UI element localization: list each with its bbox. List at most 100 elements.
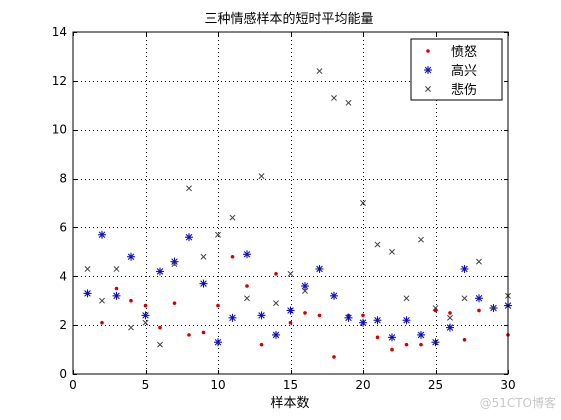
point-anger-shape [448,311,452,315]
point-anger [332,355,336,359]
point-sad [389,248,395,255]
point-anger-shape [129,298,133,303]
point-sad [302,287,308,294]
point-anger [303,311,307,315]
point-happy [301,282,309,291]
axes-frame [72,31,509,375]
point-sad [360,200,366,206]
point-anger [129,298,133,303]
point-anger [477,308,481,313]
point-happy [272,330,280,339]
point-happy [141,311,150,320]
point-happy [98,230,106,239]
point-happy-stroke [403,316,410,324]
point-anger-shape [317,313,322,318]
point-anger-shape [462,338,467,342]
point-anger-shape [288,320,293,325]
point-sad-stroke [84,266,91,272]
point-anger-shape [274,272,278,276]
point-sad-stroke [186,185,192,192]
point-anger [462,338,467,342]
chart-title: 三种情感样本的短时平均能量 [204,11,373,27]
point-sad [273,300,279,307]
point-anger-shape [404,342,409,347]
point-sad [374,241,381,248]
legend-label-happy: 高兴 [451,63,477,79]
point-sad-stroke [287,270,294,277]
point-sad [128,324,134,331]
point-happy [417,330,425,339]
point-happy-stroke [200,280,207,287]
x-tick-label: 5 [142,378,150,392]
point-sad-stroke [113,266,120,272]
point-happy [344,313,353,322]
point-sad [99,297,105,304]
point-happy-stroke [374,316,381,324]
point-anger-shape [172,301,177,305]
point-sad-stroke [360,200,366,206]
point-happy-stroke [417,331,425,339]
x-tick-label: 20 [355,378,370,392]
point-anger [114,286,119,291]
point-happy-stroke [127,253,135,261]
point-happy-stroke [446,324,454,331]
legend-marker-happy-stroke [424,66,432,74]
y-tick-label: 4 [59,269,67,283]
point-anger-shape [158,325,162,330]
point-happy [402,316,411,325]
x-tick-label: 15 [283,378,298,392]
legend-marker-sad-stroke [425,86,431,92]
x-tick-label: 30 [500,378,515,392]
point-happy-stroke [258,312,265,319]
point-happy-stroke [345,314,352,322]
legend-label-anger: 愤怒 [451,45,477,60]
y-tick-label: 0 [59,367,67,381]
point-anger [230,254,235,259]
point-sad-stroke [461,295,468,302]
point-anger-shape [114,286,119,291]
point-happy [243,250,251,259]
point-anger [404,342,409,347]
point-anger [274,272,278,276]
point-happy [83,289,92,298]
point-sad-stroke [128,324,134,331]
y-tick-label: 6 [59,220,67,234]
point-anger [317,313,322,318]
point-anger [100,320,104,325]
point-happy-stroke [287,307,294,314]
point-anger-shape [100,320,104,325]
point-sad [476,258,482,265]
series-sad [84,68,511,348]
point-happy [330,291,338,300]
point-sad-stroke [215,231,221,238]
point-sad [157,341,163,348]
point-sad-stroke [302,287,308,294]
point-sad [244,295,250,302]
point-sad [331,95,337,101]
point-happy-stroke [461,265,468,273]
point-anger [361,313,365,318]
point-sad [447,314,453,321]
point-anger-shape [201,330,206,335]
point-anger [245,284,249,288]
point-sad-stroke [171,261,178,268]
point-happy [156,267,164,276]
point-anger [375,335,380,340]
point-sad [432,305,439,311]
point-happy [431,338,440,347]
point-sad-stroke [142,319,149,326]
point-anger-shape [419,342,423,347]
point-sad-stroke [374,241,381,248]
point-sad [229,214,236,221]
y-tick-label: 12 [52,74,67,88]
x-tick-label: 25 [428,378,443,392]
point-happy-stroke [243,251,251,258]
point-sad [113,266,120,272]
point-sad [186,185,192,192]
point-sad-stroke [157,341,163,348]
point-happy [388,333,396,342]
point-anger [172,301,177,305]
y-tick-label: 8 [59,172,67,186]
point-happy [373,316,382,325]
